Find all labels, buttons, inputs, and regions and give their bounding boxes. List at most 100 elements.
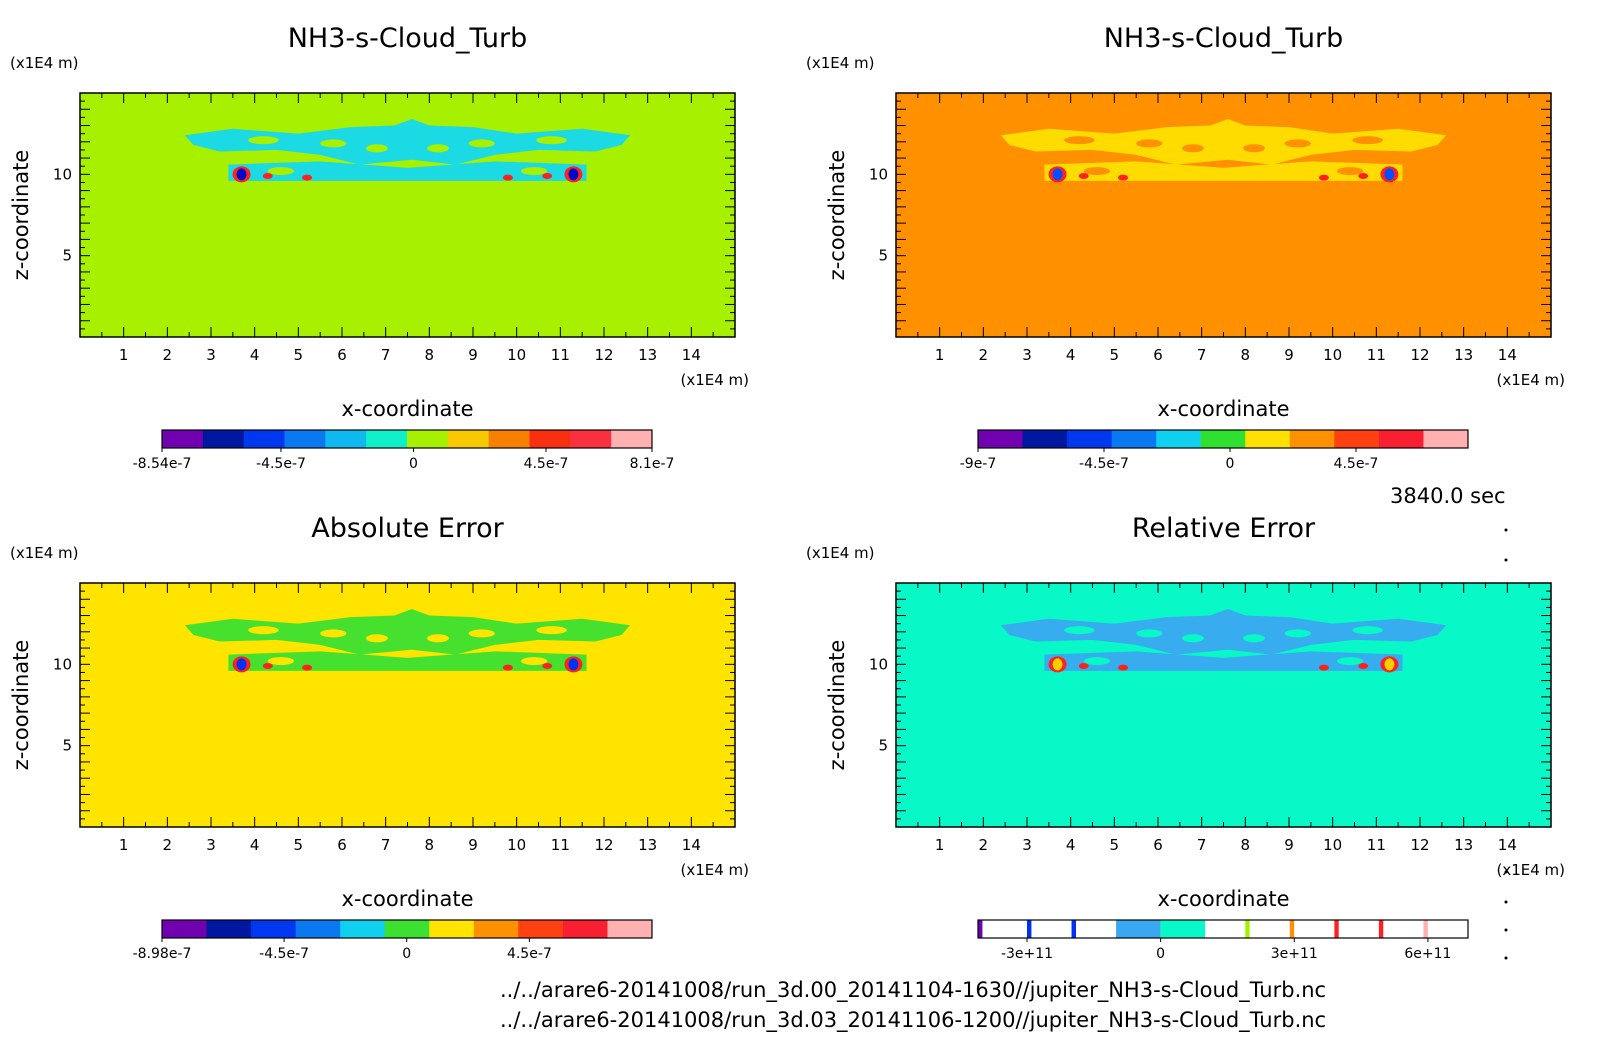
x-tick-label: 7 <box>381 836 391 854</box>
y-tick-label: 5 <box>878 737 888 755</box>
y-unit-label: (x1E4 m) <box>806 544 875 562</box>
cloud-lower-band <box>228 161 587 181</box>
x-tick-label: 2 <box>979 836 989 854</box>
x-tick-label: 13 <box>1454 346 1473 364</box>
colorbar-segment <box>518 920 564 938</box>
x-tick-label: 1 <box>935 346 945 364</box>
colorbar-segment <box>162 430 204 448</box>
colorbar-segment <box>488 430 530 448</box>
x-tick-label: 12 <box>594 346 613 364</box>
x-tick-label: 9 <box>1284 346 1294 364</box>
colorbar-segment <box>407 430 449 448</box>
cloud-gap <box>1352 626 1383 635</box>
colorbar-label: 0 <box>1156 946 1165 962</box>
colorbar-segment <box>570 430 612 448</box>
colorbar-segment <box>429 920 475 938</box>
colorbar-label: -4.5e-7 <box>259 946 309 962</box>
x-tick-label: 10 <box>1323 836 1342 854</box>
colorbar-segment <box>1205 920 1246 938</box>
colorbar-segment <box>1378 920 1384 938</box>
y-tick-label: 10 <box>869 655 888 673</box>
vortex-small <box>542 172 553 179</box>
colorbar-segment <box>978 920 983 938</box>
vortex-small <box>1318 664 1329 671</box>
x-tick-label: 12 <box>1410 346 1429 364</box>
x-axis-label: x-coordinate <box>1157 887 1289 911</box>
x-tick-label: 10 <box>507 836 526 854</box>
x-tick-label: 8 <box>425 836 435 854</box>
x-tick-label: 5 <box>294 836 304 854</box>
x-tick-label: 13 <box>1454 836 1473 854</box>
colorbar-segment <box>1200 430 1246 448</box>
cloud-gap <box>267 657 294 666</box>
colorbar-label: 4.5e-7 <box>1334 456 1379 472</box>
cloud-structure <box>1000 609 1447 673</box>
cloud-lower-band <box>228 651 587 671</box>
x-tick-label: 2 <box>163 346 173 364</box>
x-tick-label: 5 <box>294 346 304 364</box>
x-tick-label: 11 <box>551 836 570 854</box>
footer-file-2: ../../arare6-20141008/run_3d.03_20141106… <box>500 1008 1327 1032</box>
colorbar-segment <box>202 430 245 448</box>
colorbar: -8.54e-7 -4.5e-7 0 4.5e-7 8.1e-7 <box>133 429 674 472</box>
margin-dot <box>1504 928 1508 932</box>
vortex-small <box>542 662 553 669</box>
x-tick-label: 11 <box>551 346 570 364</box>
vortex-core <box>1384 168 1395 181</box>
x-axis-label: x-coordinate <box>1157 397 1289 421</box>
x-tick-label: 11 <box>1367 346 1386 364</box>
colorbar-segment <box>978 430 1024 448</box>
vortex-core <box>568 658 579 671</box>
x-tick-label: 7 <box>381 346 391 364</box>
cloud-gap <box>521 657 548 666</box>
x-axis-label: x-coordinate <box>341 887 473 911</box>
panel-title: Relative Error <box>1132 513 1316 544</box>
colorbar-segment <box>1111 430 1157 448</box>
colorbar-frame <box>977 429 1469 449</box>
x-tick-label: 1 <box>119 346 129 364</box>
x-tick-label: 8 <box>1241 346 1251 364</box>
colorbar-segment <box>1245 430 1291 448</box>
colorbar-segment <box>1067 430 1113 448</box>
colorbar-segment <box>1423 920 1428 938</box>
colorbar-frame <box>977 919 1469 939</box>
cloud-gap <box>1136 139 1163 148</box>
colorbar-label: 6e+11 <box>1404 946 1451 962</box>
colorbar-label: 0 <box>402 946 411 962</box>
cloud-gap <box>1064 626 1095 635</box>
colorbar-label: 4.5e-7 <box>507 946 552 962</box>
y-unit-label: (x1E4 m) <box>806 54 875 72</box>
x-tick-label: 10 <box>507 346 526 364</box>
y-axis-label: z-coordinate <box>825 150 849 281</box>
colorbar-frame <box>161 429 653 449</box>
x-tick-label: 12 <box>594 836 613 854</box>
x-tick-label: 12 <box>1410 836 1429 854</box>
y-axis-label: z-coordinate <box>9 150 33 281</box>
margin-dot <box>1504 558 1508 562</box>
y-tick-label: 5 <box>62 737 72 755</box>
colorbar-segment <box>1423 430 1469 448</box>
cloud-gap <box>1064 136 1095 145</box>
x-tick-label: 1 <box>119 836 129 854</box>
time-label: 3840.0 sec <box>1390 484 1506 508</box>
vortex-core <box>568 168 579 181</box>
x-axis-label: x-coordinate <box>341 397 473 421</box>
x-tick-label: 7 <box>1197 836 1207 854</box>
vortex-small <box>302 174 313 181</box>
y-axis-label: z-coordinate <box>825 640 849 771</box>
colorbar-label: 3e+11 <box>1271 946 1318 962</box>
cloud-gap <box>267 167 294 176</box>
footer-file-1: ../../arare6-20141008/run_3d.00_20141104… <box>500 978 1327 1002</box>
y-tick-label: 5 <box>62 247 72 265</box>
cloud-upper-band <box>184 609 631 655</box>
cloud-upper-band <box>1000 609 1447 655</box>
x-tick-label: 13 <box>638 836 657 854</box>
cloud-gap <box>1284 629 1311 638</box>
panel-bottom-left: Absolute Error(x1E4 m)1 2 3 4 5 6 7 8 9 10 11 12 13 1… <box>9 513 749 962</box>
x-tick-label: 14 <box>682 836 701 854</box>
x-tick-label: 2 <box>979 346 989 364</box>
y-tick-label: 5 <box>878 247 888 265</box>
cloud-gap <box>1083 657 1110 666</box>
x-tick-label: 4 <box>1066 346 1076 364</box>
cloud-gap <box>536 626 567 635</box>
